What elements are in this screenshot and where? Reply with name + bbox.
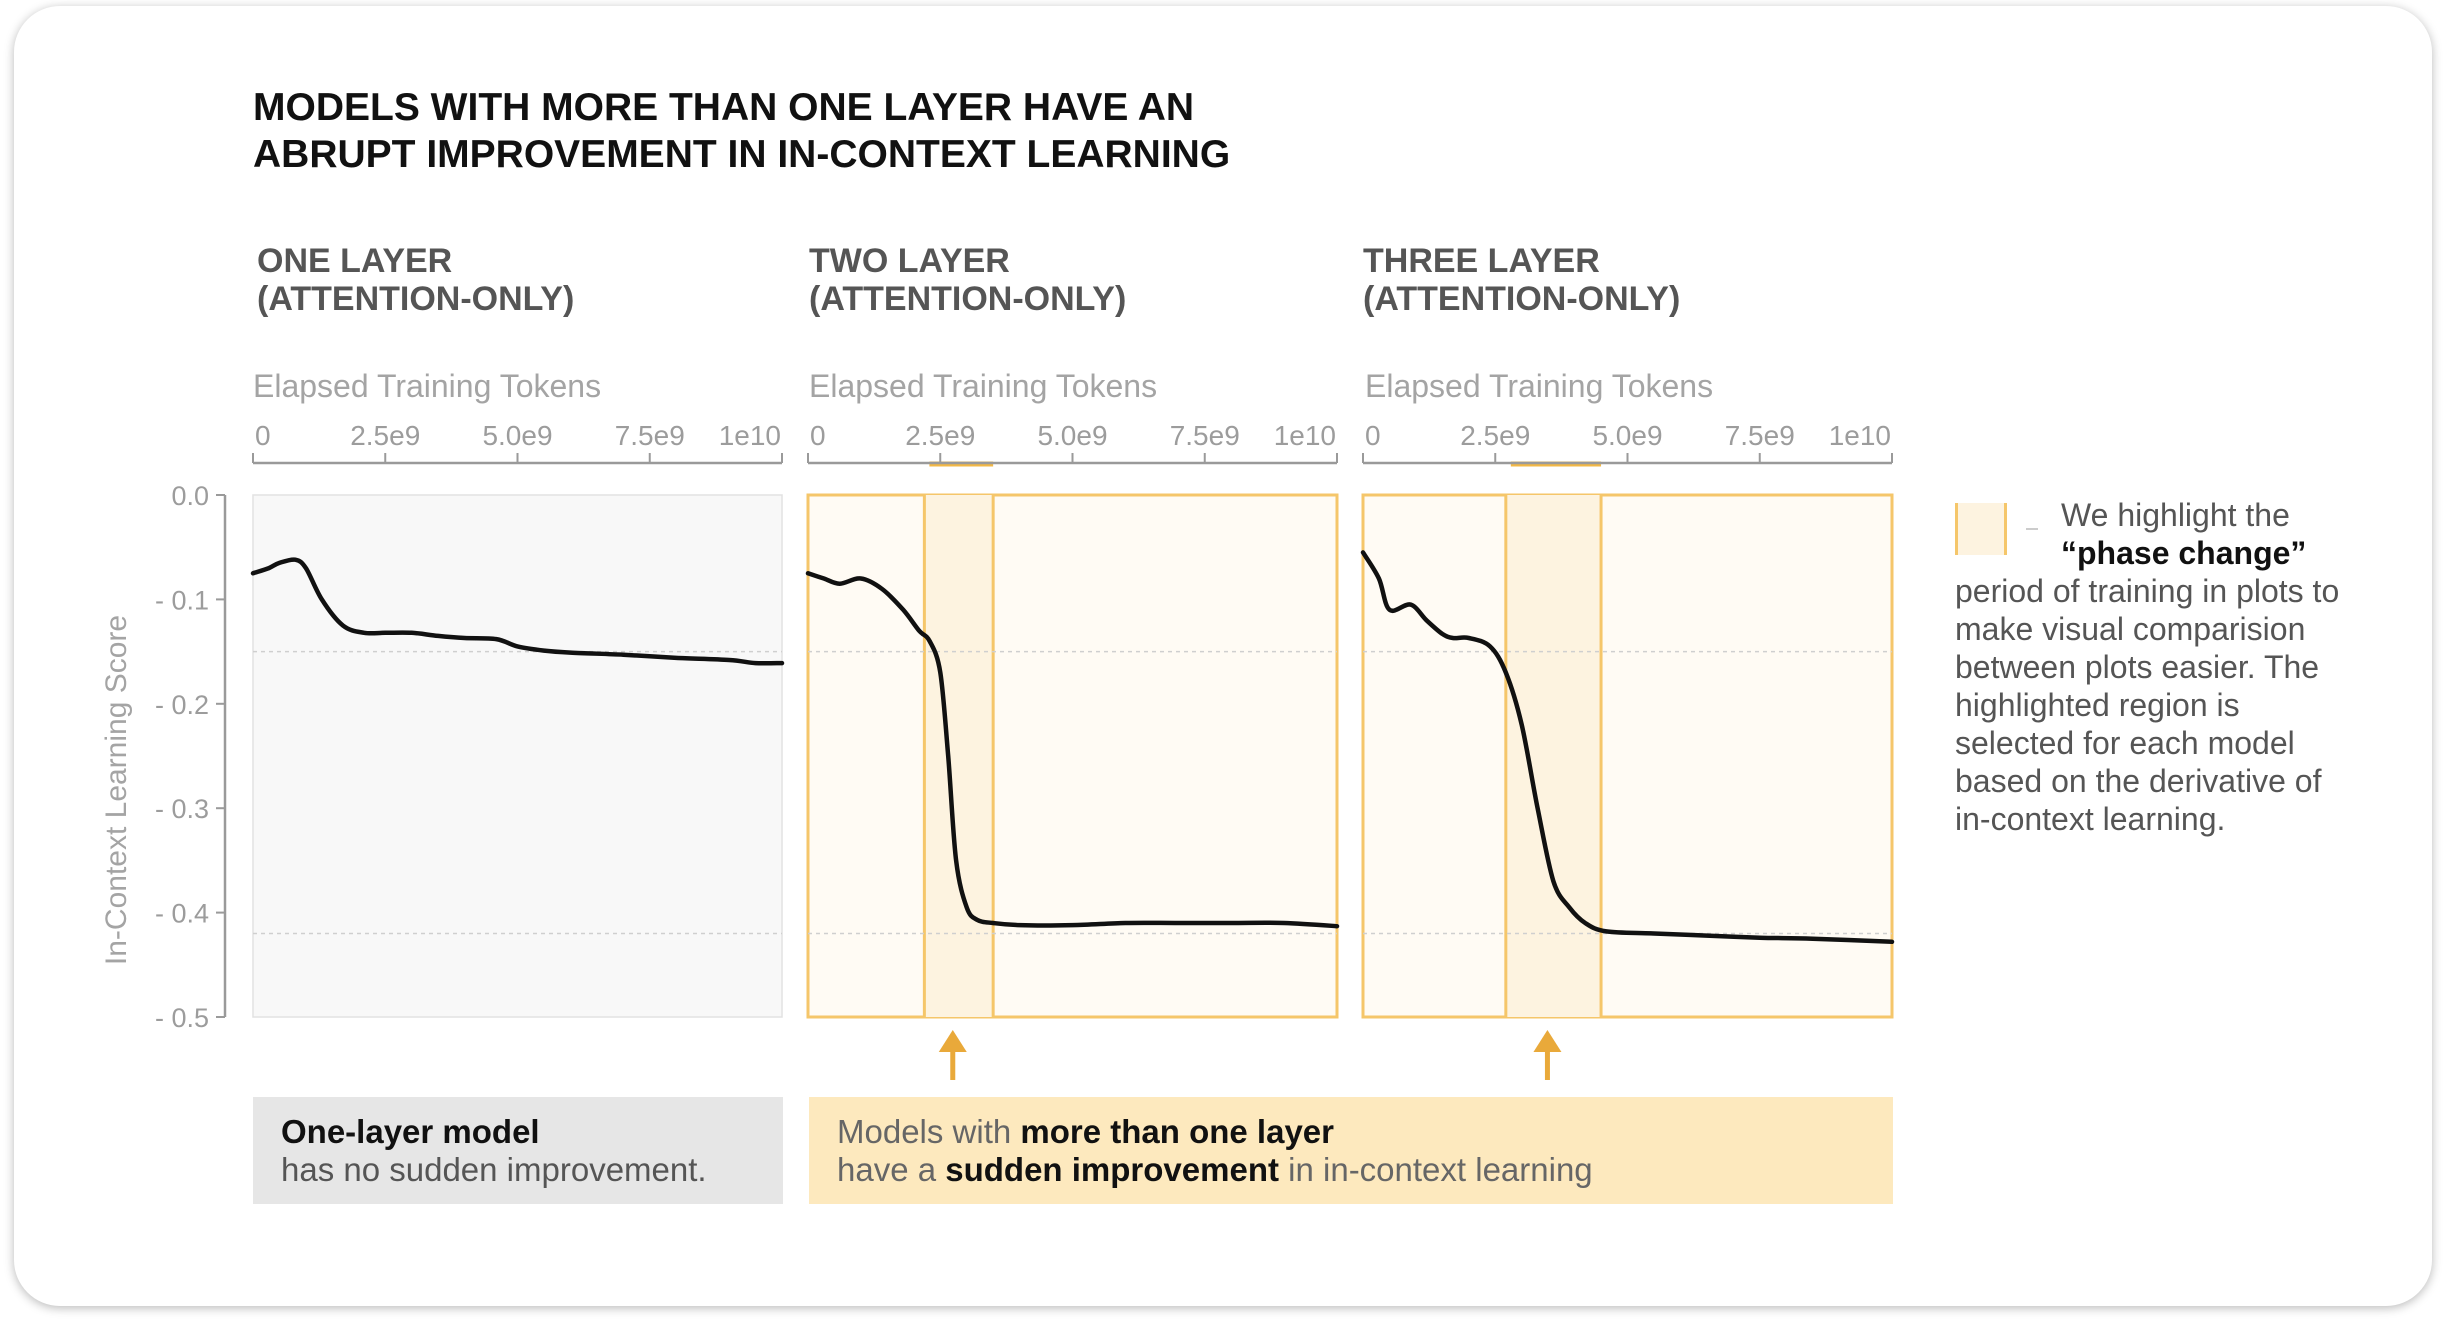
x-tick-label: 1e10: [1829, 420, 1891, 451]
plot-area: [806, 493, 1339, 1019]
legend-emphasis: “phase change”: [2061, 535, 2307, 571]
legend-line: highlighted region is: [1955, 687, 2240, 723]
x-axis-label: Elapsed Training Tokens: [1365, 368, 1714, 404]
x-axis-label: Elapsed Training Tokens: [809, 368, 1158, 404]
x-tick-label: 0: [1365, 420, 1381, 451]
y-tick-label: - 0.5: [155, 1003, 209, 1033]
legend-line: We highlight the: [2061, 497, 2290, 533]
phase-change-arrow: [1533, 1030, 1562, 1080]
phase-change-arrow: [938, 1030, 967, 1080]
title-line: ABRUPT IMPROVEMENT IN IN-CONTEXT LEARNIN…: [253, 133, 1231, 176]
panel-title-two-layer: TWO LAYER (ATTENTION-ONLY): [809, 242, 1369, 318]
x-tick-label: 1e10: [1274, 420, 1336, 451]
plot-area: [1361, 493, 1894, 1019]
panel-title-one-layer: ONE LAYER (ATTENTION-ONLY): [257, 242, 817, 318]
y-tick-label: - 0.1: [155, 585, 209, 615]
x-tick-label: 2.5e9: [350, 420, 420, 451]
legend-line: make visual comparision: [1955, 611, 2306, 647]
panel-title-line: ONE LAYER: [257, 242, 453, 280]
legend-dash: [2026, 528, 2038, 530]
phase-change-region: [1505, 495, 1602, 1017]
caption-bold: One-layer model: [281, 1113, 540, 1150]
series-line: [1360, 550, 1895, 945]
x-tick-label: 5.0e9: [1037, 420, 1107, 451]
x-tick-label: 2.5e9: [1460, 420, 1530, 451]
x-tick-label: 0: [255, 420, 271, 451]
plot-area: [252, 494, 783, 1018]
caption-text: in in-context learning: [1278, 1151, 1593, 1188]
figure-title: MODELS WITH MORE THAN ONE LAYER HAVE AN …: [253, 84, 1553, 178]
caption-bold: sudden improvement: [945, 1151, 1279, 1188]
caption-multi-layer: Models with more than one layer have a s…: [809, 1097, 1893, 1204]
y-tick-label: - 0.2: [155, 690, 209, 720]
caption-text: has no sudden improvement.: [281, 1151, 707, 1188]
y-tick-label: 0.0: [171, 481, 209, 511]
x-tick-label: 2.5e9: [905, 420, 975, 451]
legend-line: period of training in plots to: [1955, 573, 2340, 609]
arrow-head: [938, 1030, 967, 1052]
phase-change-legend-swatch: [1955, 503, 2007, 555]
x-tick-label: 7.5e9: [1725, 420, 1795, 451]
x-axis-label: Elapsed Training Tokens: [253, 368, 602, 404]
y-tick-label: - 0.3: [155, 794, 209, 824]
series-line: [250, 557, 785, 666]
arrow-head: [1533, 1030, 1562, 1052]
panel-title-line: (ATTENTION-ONLY): [809, 280, 1127, 318]
x-tick-label: 0: [810, 420, 826, 451]
legend-line: in-context learning.: [1955, 801, 2226, 837]
caption-one-layer: One-layer model has no sudden improvemen…: [253, 1097, 783, 1204]
panel-title-line: (ATTENTION-ONLY): [1363, 280, 1681, 318]
x-tick-label: 5.0e9: [1592, 420, 1662, 451]
x-tick-label: 7.5e9: [1170, 420, 1240, 451]
panel-title-line: THREE LAYER: [1363, 242, 1600, 280]
y-axis-label: In-Context Learning Score: [100, 614, 133, 966]
y-tick-label: - 0.4: [155, 899, 209, 929]
series-line: [805, 571, 1340, 929]
legend-line: between plots easier. The: [1955, 649, 2320, 685]
caption-text: have a: [837, 1151, 946, 1188]
x-tick-label: 5.0e9: [482, 420, 552, 451]
caption-text: Models with: [837, 1113, 1021, 1150]
panel-title-line: (ATTENTION-ONLY): [257, 280, 575, 318]
panel-title-three-layer: THREE LAYER (ATTENTION-ONLY): [1363, 242, 1923, 318]
legend-line: selected for each model: [1955, 725, 2295, 761]
panel-title-line: TWO LAYER: [809, 242, 1010, 280]
legend-text: We highlight the “phase change” period o…: [1955, 496, 2385, 838]
title-line: MODELS WITH MORE THAN ONE LAYER HAVE AN: [253, 86, 1195, 129]
legend-line: based on the derivative of: [1955, 763, 2322, 799]
x-tick-label: 1e10: [719, 420, 781, 451]
caption-bold: more than one layer: [1020, 1113, 1335, 1150]
phase-change-region: [924, 495, 994, 1017]
x-tick-label: 7.5e9: [615, 420, 685, 451]
